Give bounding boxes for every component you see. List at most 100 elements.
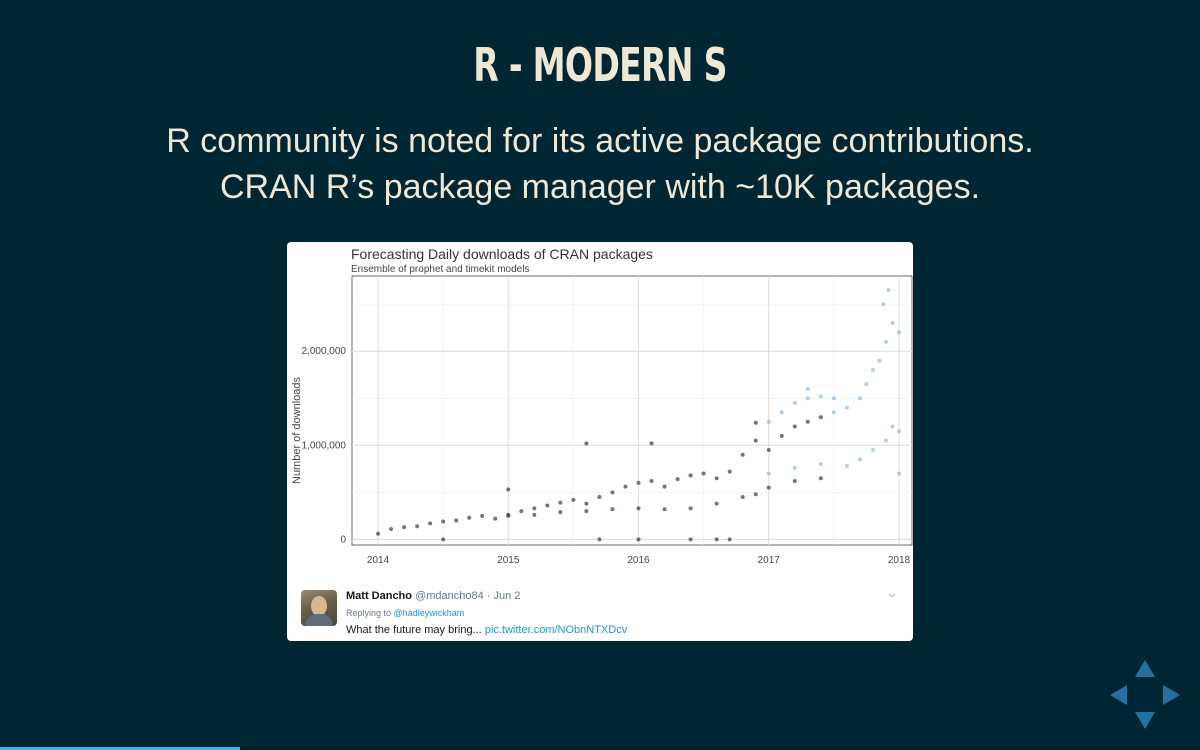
historical-point <box>636 506 641 511</box>
historical-point <box>584 509 589 514</box>
forecast-point <box>877 358 882 363</box>
forecast-point <box>766 471 771 476</box>
historical-point <box>675 477 680 482</box>
historical-point <box>662 484 667 489</box>
historical-point <box>389 527 394 532</box>
forecast-point <box>886 288 891 293</box>
historical-point <box>727 537 732 542</box>
historical-point <box>597 537 602 542</box>
forecast-point <box>831 410 836 415</box>
tweet-handle[interactable]: @mdancho84 <box>415 590 484 602</box>
historical-point <box>818 476 823 481</box>
historical-point <box>701 471 706 476</box>
reply-prefix: Replying to <box>346 608 392 618</box>
arrow-up-icon[interactable] <box>1135 660 1155 677</box>
progress-bar <box>0 747 1200 750</box>
historical-point <box>766 448 771 453</box>
y-tick-label: 2,000,000 <box>302 346 347 357</box>
historical-point <box>714 537 719 542</box>
forecast-point <box>870 368 875 373</box>
tweet-body: What the future may bring... <box>346 624 482 636</box>
historical-point <box>636 480 641 485</box>
avatar[interactable] <box>301 590 337 626</box>
y-axis-label: Number of downloads <box>291 377 303 485</box>
forecast-point <box>883 438 888 443</box>
x-tick-label: 2015 <box>497 555 520 566</box>
tweet-text: What the future may bring... pic.twitter… <box>346 624 627 636</box>
arrow-left-icon[interactable] <box>1110 685 1127 705</box>
tweet-media-link[interactable]: pic.twitter.com/NObnNTXDcv <box>484 624 628 636</box>
arrow-right-icon[interactable] <box>1163 685 1180 705</box>
historical-point <box>714 476 719 481</box>
historical-point <box>649 441 654 446</box>
historical-point <box>792 424 797 429</box>
historical-point <box>636 537 641 542</box>
forecast-point <box>857 396 862 401</box>
tweet-reply-line: Replying to @hadleywickham <box>346 608 464 618</box>
x-tick-label: 2016 <box>627 555 650 566</box>
historical-point <box>753 420 758 425</box>
historical-point <box>688 506 693 511</box>
historical-point <box>805 419 810 424</box>
historical-point <box>558 500 563 505</box>
forecast-point <box>844 405 849 410</box>
forecast-point <box>766 419 771 424</box>
historical-point <box>740 495 745 500</box>
forecast-point <box>896 471 901 476</box>
historical-point <box>402 525 407 530</box>
historical-point <box>454 518 459 523</box>
historical-point <box>519 509 524 514</box>
forecast-point <box>870 448 875 453</box>
progress-fill <box>0 747 240 750</box>
historical-point <box>623 484 628 489</box>
historical-point <box>753 492 758 497</box>
reply-to-link[interactable]: @hadleywickham <box>393 608 465 618</box>
forecast-point <box>805 386 810 391</box>
chart-subtitle: Ensemble of prophet and timekit models <box>351 264 530 275</box>
navigation-controls <box>1108 660 1182 730</box>
historical-point <box>558 510 563 515</box>
forecast-point <box>779 410 784 415</box>
tweet-author-name[interactable]: Matt Dancho <box>346 590 412 602</box>
historical-point <box>753 438 758 443</box>
historical-point <box>649 479 654 484</box>
y-tick-label: 1,000,000 <box>302 440 347 451</box>
historical-point <box>480 513 485 518</box>
chevron-down-icon[interactable]: ⌄ <box>884 586 900 600</box>
historical-point <box>584 441 589 446</box>
avatar-face <box>311 596 327 616</box>
historical-point <box>688 537 693 542</box>
historical-point <box>441 519 446 524</box>
historical-point <box>506 487 511 492</box>
historical-point <box>610 490 615 495</box>
tweet: Matt Dancho @mdancho84 · Jun 2 Replying … <box>287 582 913 641</box>
historical-point <box>467 515 472 520</box>
forecast-point <box>857 457 862 462</box>
tweet-date[interactable]: · Jun 2 <box>486 590 521 602</box>
forecast-point <box>883 339 888 344</box>
forecast-point <box>896 429 901 434</box>
avatar-shoulders <box>305 614 333 626</box>
downloads-chart: 2014 2015 2016 2017 2018 0 1,000,000 2,000,000 N… <box>291 275 913 566</box>
historical-point <box>740 452 745 457</box>
forecast-point <box>844 463 849 468</box>
historical-point <box>584 501 589 506</box>
tweet-card[interactable]: 2014 2015 2016 2017 2018 0 1,000,000 2,000,000 N… <box>287 242 913 641</box>
historical-point <box>571 497 576 502</box>
historical-point <box>688 473 693 478</box>
forecast-point <box>792 400 797 405</box>
slide-body: R community is noted for its active pack… <box>0 118 1200 210</box>
arrow-down-icon[interactable] <box>1135 712 1155 729</box>
x-tick-label: 2014 <box>367 555 390 566</box>
historical-point <box>662 507 667 512</box>
forecast-point <box>831 396 836 401</box>
plot-area <box>351 275 913 546</box>
slide-line-1: R community is noted for its active pack… <box>166 122 1034 160</box>
historical-point <box>532 512 537 517</box>
forecast-point <box>896 330 901 335</box>
tweet-header: Matt Dancho @mdancho84 · Jun 2 <box>346 590 520 602</box>
x-tick-label: 2017 <box>758 555 781 566</box>
historical-point <box>714 501 719 506</box>
historical-point <box>727 469 732 474</box>
historical-point <box>545 503 550 508</box>
